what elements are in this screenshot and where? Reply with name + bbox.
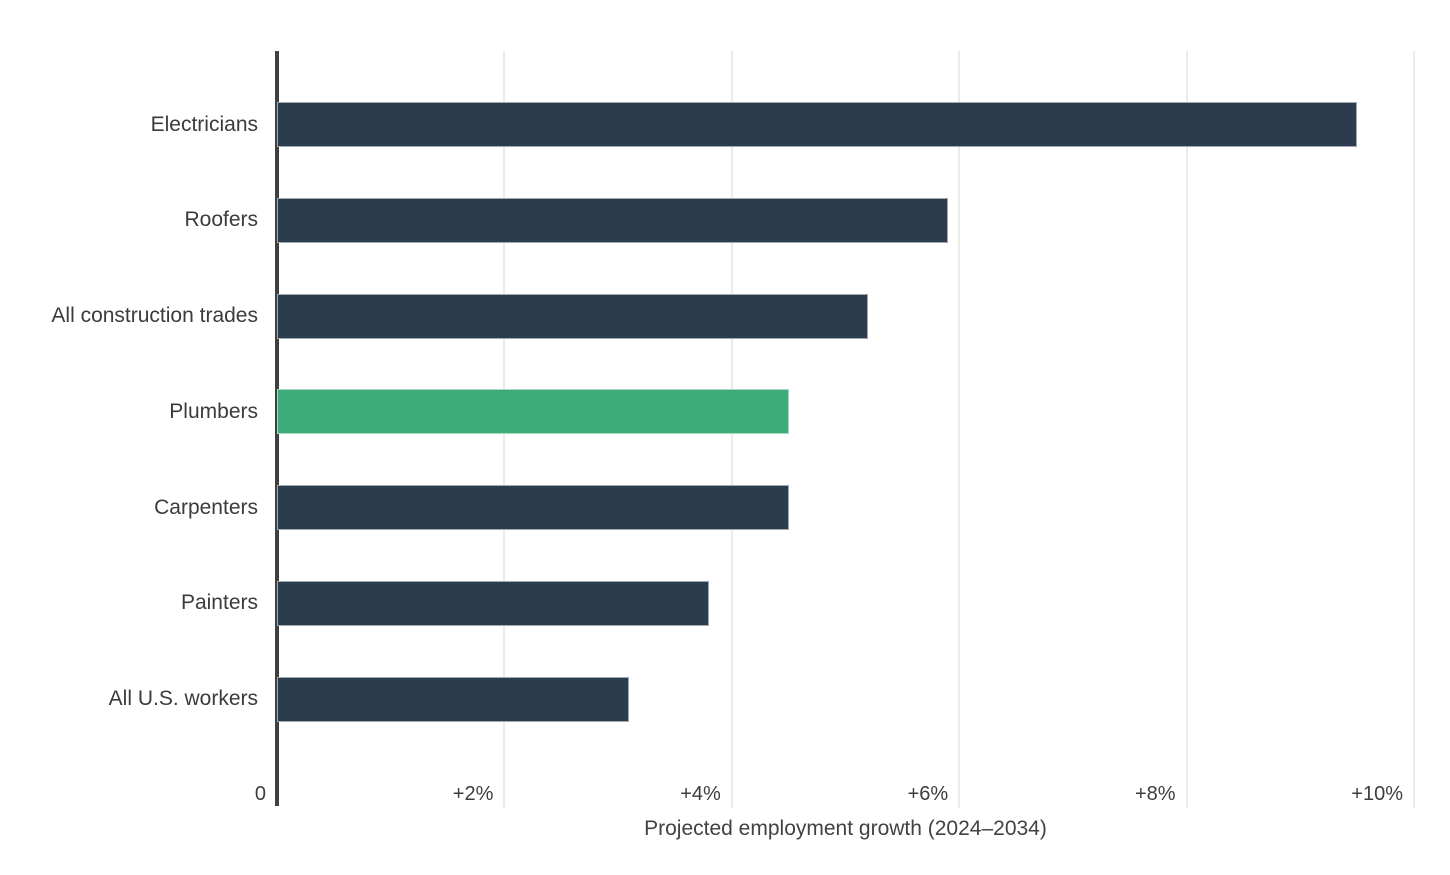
x-tick-label-6: +6% [907, 783, 949, 805]
bar-carpenters [277, 485, 789, 530]
plot-area [275, 51, 1415, 808]
gridline-6 [958, 51, 961, 808]
category-label-carpenters: Carpenters [154, 495, 258, 519]
x-tick-label-0: 0 [254, 783, 266, 805]
x-tick-label-8: +8% [1135, 783, 1176, 805]
category-label-plumbers: Plumbers [169, 399, 258, 423]
gridline-10 [1413, 51, 1415, 808]
category-label-electricians: Electricians [150, 112, 258, 136]
bar-painters [277, 580, 710, 626]
x-tick-label-4: +4% [680, 783, 721, 805]
bar-roofers [277, 197, 948, 243]
x-axis-title: Projected employment growth (2024–2034) [644, 817, 1047, 840]
category-label-all-construction-trades: All construction trades [51, 304, 258, 327]
x-tick-label-10: +10% [1351, 783, 1403, 805]
bar-all-construction-trades [277, 293, 869, 339]
category-label-painters: Painters [180, 591, 258, 615]
gridline-8 [1185, 51, 1188, 808]
category-label-roofers: Roofers [184, 208, 258, 232]
category-label-all-u-s-workers: All U.S. workers [108, 687, 258, 710]
bar-all-u-s-workers [277, 676, 630, 722]
bar-electricians [277, 102, 1358, 147]
bar-plumbers [277, 389, 789, 435]
x-tick-label-2: +2% [452, 783, 494, 805]
